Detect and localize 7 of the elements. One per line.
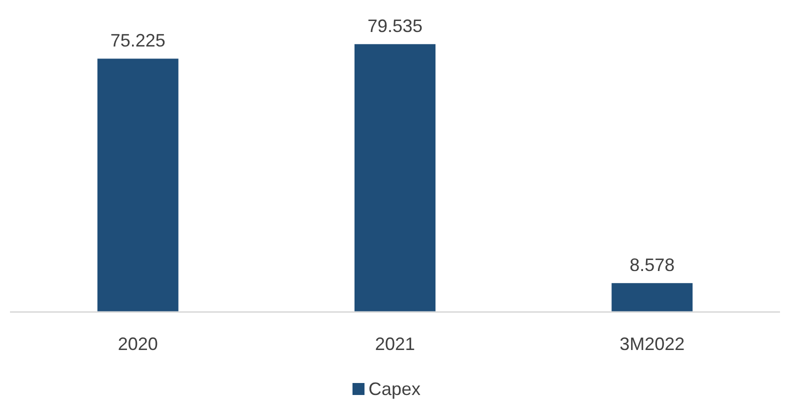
data-label: 75.225 (110, 30, 166, 51)
data-label: 8.578 (630, 255, 675, 276)
x-tick-label: 2021 (374, 334, 416, 354)
legend-label: Capex (368, 379, 421, 399)
x-tick-label: 3M2022 (620, 334, 685, 354)
x-tick-label: 2020 (118, 334, 158, 354)
data-label: 79.535 (367, 16, 423, 36)
